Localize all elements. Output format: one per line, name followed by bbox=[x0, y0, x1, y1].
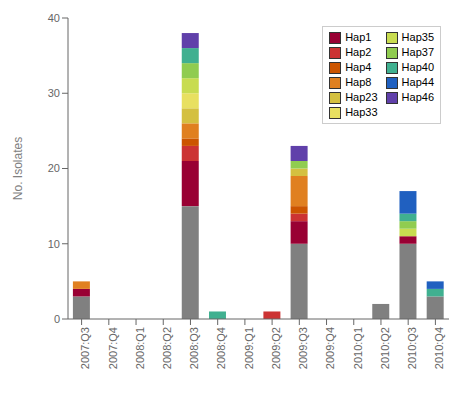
html-text:Hap46: Hap46 bbox=[401, 91, 434, 103]
svg-text:2007:Q3: 2007:Q3 bbox=[79, 327, 91, 369]
svg-text:2007:Q4: 2007:Q4 bbox=[107, 327, 119, 369]
svg-text:20: 20 bbox=[48, 162, 60, 174]
html-text:Hap37: Hap37 bbox=[401, 46, 434, 58]
html-text:Hap35: Hap35 bbox=[401, 31, 434, 43]
svg-text:No. Isolates: No. Isolates bbox=[11, 137, 25, 200]
svg-text:10: 10 bbox=[48, 238, 60, 250]
svg-text:2010:Q1: 2010:Q1 bbox=[352, 327, 364, 369]
svg-text:2010:Q2: 2010:Q2 bbox=[379, 327, 391, 369]
svg-text:2008:Q1: 2008:Q1 bbox=[134, 327, 146, 369]
html-text:Hap1: Hap1 bbox=[345, 31, 372, 43]
svg-text:2008:Q2: 2008:Q2 bbox=[161, 327, 173, 369]
html-text:Hap44: Hap44 bbox=[401, 76, 434, 88]
html-text:Hap40: Hap40 bbox=[401, 61, 434, 73]
svg-text:2009:Q2: 2009:Q2 bbox=[270, 327, 282, 369]
svg-text:2008:Q3: 2008:Q3 bbox=[188, 327, 200, 369]
svg-text:30: 30 bbox=[48, 87, 60, 99]
html-text:Hap4: Hap4 bbox=[345, 61, 372, 73]
svg-text:0: 0 bbox=[54, 313, 60, 325]
svg-text:2010:Q4: 2010:Q4 bbox=[433, 327, 445, 369]
svg-text:2010:Q3: 2010:Q3 bbox=[406, 327, 418, 369]
html-text:Hap23: Hap23 bbox=[345, 91, 378, 103]
svg-text:2008:Q4: 2008:Q4 bbox=[215, 327, 227, 369]
svg-text:40: 40 bbox=[48, 12, 60, 24]
svg-text:2009:Q1: 2009:Q1 bbox=[243, 327, 255, 369]
svg-text:2009:Q4: 2009:Q4 bbox=[324, 327, 336, 369]
html-text:Hap2: Hap2 bbox=[345, 46, 372, 58]
html-text:Hap33: Hap33 bbox=[345, 106, 378, 118]
svg-text:2009:Q3: 2009:Q3 bbox=[297, 327, 309, 369]
html-text:Hap8: Hap8 bbox=[345, 76, 372, 88]
